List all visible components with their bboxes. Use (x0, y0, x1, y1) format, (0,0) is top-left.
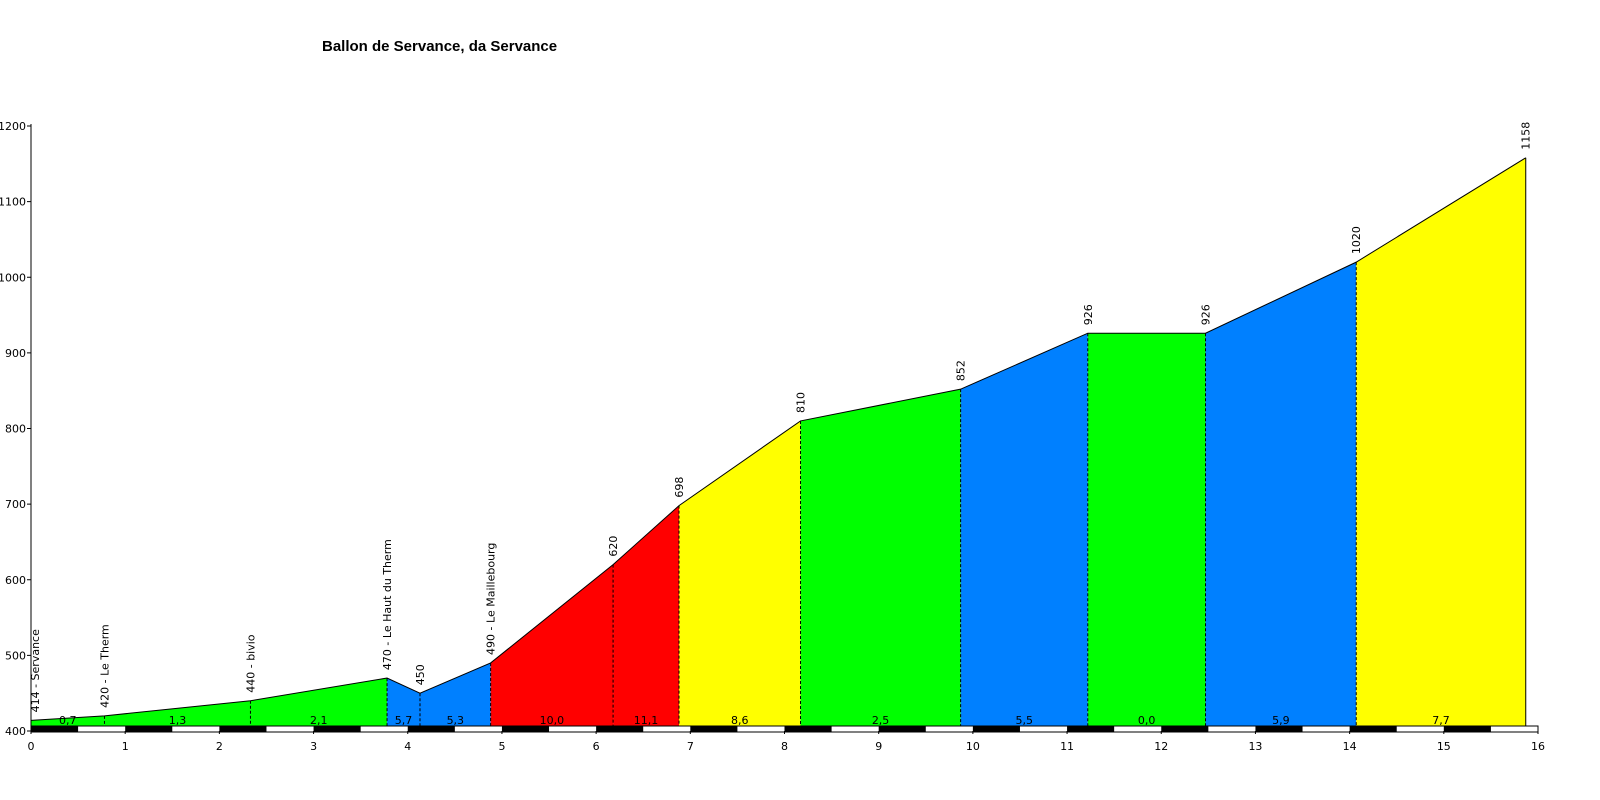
y-tick-label: 500 (5, 649, 26, 662)
gradient-label: 5,5 (1015, 714, 1033, 727)
km-scale-block (596, 726, 644, 732)
km-scale-block (31, 726, 79, 732)
x-tick-label: 4 (404, 740, 411, 753)
km-scale-block (878, 726, 926, 732)
gradient-label: 5,7 (395, 714, 413, 727)
gradient-label: 7,7 (1432, 714, 1450, 727)
x-tick-label: 15 (1437, 740, 1451, 753)
chart-title: Ballon de Servance, da Servance (322, 38, 558, 55)
km-scale-block (690, 726, 738, 732)
y-tick-label: 1000 (0, 271, 26, 284)
point-label: 926 (1082, 304, 1095, 325)
point-label: 450 (414, 664, 427, 685)
km-scale-block (125, 726, 173, 732)
segment-fill (250, 678, 388, 731)
y-tick-label: 1100 (0, 196, 26, 209)
y-tick-label: 800 (5, 423, 26, 436)
gradient-label: 11,1 (634, 714, 659, 727)
km-scale-block (784, 726, 832, 732)
point-label: 414 - Servance (29, 629, 42, 713)
point-label: 698 (673, 477, 686, 498)
x-tick-label: 6 (593, 740, 600, 753)
segment-fill (1087, 333, 1206, 731)
x-tick-label: 1 (122, 740, 129, 753)
segment-fill (104, 700, 251, 731)
x-tick-label: 14 (1343, 740, 1357, 753)
profile-layer (30, 157, 1527, 721)
km-scale-block (972, 726, 1020, 732)
km-scale-block (1067, 726, 1115, 732)
gradient-label: 0,7 (59, 714, 77, 727)
y-tick-label: 900 (5, 347, 26, 360)
segments-layer (31, 157, 1526, 731)
y-tick-label: 400 (5, 725, 26, 738)
segment-fill (613, 505, 680, 731)
point-label: 470 - Le Haut du Therm (381, 539, 394, 670)
x-tick-label: 11 (1060, 740, 1074, 753)
gradient-label: 2,1 (310, 714, 328, 727)
gradient-label: 10,0 (540, 714, 565, 727)
point-label: 1158 (1520, 122, 1533, 150)
segment-fill (800, 389, 961, 731)
gradient-label: 0,0 (1138, 714, 1156, 727)
km-scale-block (1443, 726, 1491, 732)
point-label: 926 (1200, 304, 1213, 325)
y-tick-label: 700 (5, 498, 26, 511)
gradient-label: 5,9 (1272, 714, 1290, 727)
km-scale-block (1255, 726, 1303, 732)
x-tick-label: 12 (1154, 740, 1168, 753)
segment-fill (490, 564, 614, 731)
x-tick-label: 5 (498, 740, 505, 753)
segment-fill (387, 678, 420, 731)
profile-line (30, 157, 1527, 721)
x-tick-label: 2 (216, 740, 223, 753)
x-tick-label: 9 (875, 740, 882, 753)
km-scale-block (1161, 726, 1209, 732)
km-scale-block (501, 726, 550, 732)
point-label: 420 - Le Therm (98, 624, 111, 708)
x-tick-label: 3 (310, 740, 317, 753)
km-scale-block (1349, 726, 1397, 732)
segment-fill (419, 662, 491, 731)
segment-fill (960, 333, 1088, 731)
segment-fill (679, 420, 801, 731)
km-scale-block (219, 726, 267, 732)
x-tick-label: 0 (28, 740, 35, 753)
point-label: 852 (955, 360, 968, 381)
labels-layer: 0,7 1,3 2,1 5,7 5,3 10,0 11,1 8,6 2,5 5,5 0,0 5,9 7,… (29, 122, 1533, 727)
point-label: 620 (607, 536, 620, 557)
segment-fill (1356, 157, 1526, 731)
point-label: 490 - Le Maillebourg (485, 543, 498, 655)
km-scale-block (313, 726, 361, 732)
segment-fill (1205, 262, 1357, 731)
x-tick-label: 7 (687, 740, 694, 753)
gradient-label: 2,5 (872, 714, 890, 727)
point-label: 810 (795, 392, 808, 413)
km-scale-block (407, 726, 455, 732)
x-tick-label: 13 (1248, 740, 1262, 753)
y-tick-label: 1200 (0, 120, 26, 133)
point-label: 1020 (1350, 226, 1363, 254)
gradient-label: 5,3 (447, 714, 465, 727)
gradient-label: 1,3 (169, 714, 187, 727)
y-tick-label: 600 (5, 574, 26, 587)
x-tick-label: 10 (966, 740, 980, 753)
point-label: 440 - bivio (244, 634, 257, 693)
gradient-label: 8,6 (731, 714, 749, 727)
x-tick-label: 16 (1531, 740, 1545, 753)
x-tick-label: 8 (781, 740, 788, 753)
